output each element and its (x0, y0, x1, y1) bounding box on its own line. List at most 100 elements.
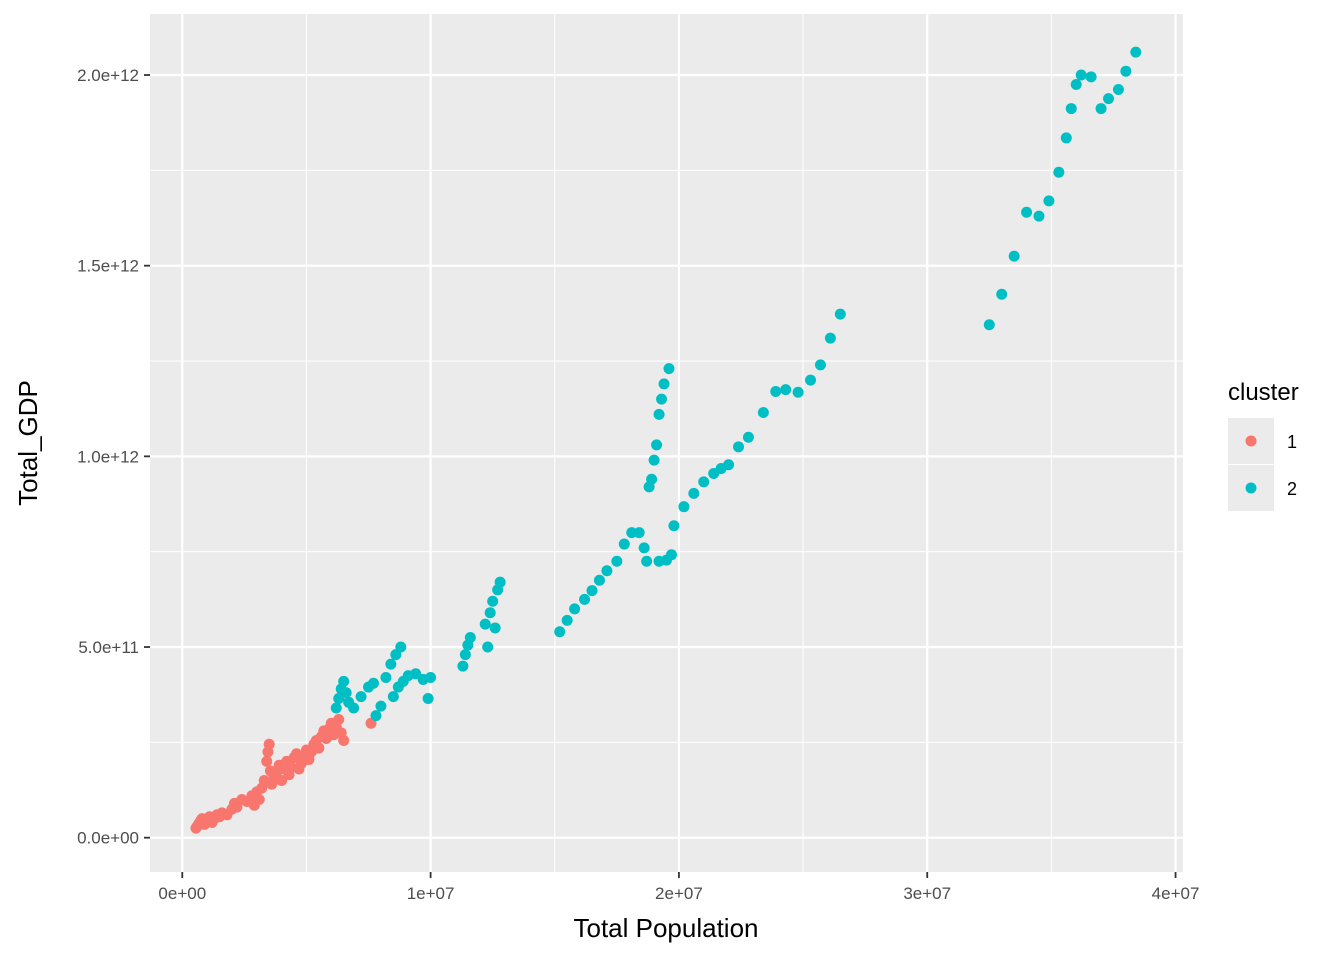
scatter-point-cluster-2 (561, 614, 573, 626)
scatter-point-cluster-2 (457, 660, 469, 672)
scatter-point-cluster-2 (385, 658, 397, 670)
scatter-point-cluster-2 (554, 626, 566, 638)
scatter-point-cluster-2 (641, 555, 653, 567)
scatter-point-cluster-2 (638, 542, 650, 554)
scatter-point-cluster-2 (611, 555, 623, 567)
legend-title: cluster (1228, 379, 1299, 406)
scatter-point-cluster-2 (367, 677, 379, 689)
legend-label-2: 2 (1287, 479, 1297, 499)
scatter-point-cluster-2 (723, 459, 735, 471)
scatter-point-cluster-2 (757, 406, 769, 418)
scatter-point-cluster-2 (792, 386, 804, 398)
data-points (190, 46, 1142, 834)
scatter-point-cluster-2 (1043, 195, 1055, 207)
scatter-point-cluster-2 (678, 501, 690, 513)
x-axis: 0e+00 1e+07 2e+07 3e+07 4e+07 (158, 872, 1199, 903)
scatter-point-cluster-2 (658, 378, 670, 390)
scatter-point-cluster-2 (375, 700, 387, 712)
x-tick-label: 3e+07 (903, 884, 951, 903)
scatter-point-cluster-2 (425, 672, 437, 684)
scatter-point-cluster-2 (579, 593, 591, 605)
scatter-point-cluster-2 (814, 359, 826, 371)
scatter-point-cluster-2 (663, 363, 675, 375)
scatter-point-cluster-2 (1095, 103, 1107, 115)
scatter-point-cluster-2 (1130, 46, 1142, 58)
scatter-point-cluster-2 (333, 692, 345, 704)
x-tick-label: 0e+00 (158, 884, 206, 903)
scatter-point-cluster-2 (586, 585, 598, 597)
y-axis-title: Total_GDP (13, 380, 43, 506)
scatter-point-cluster-2 (1053, 166, 1065, 178)
scatter-point-cluster-2 (601, 565, 613, 577)
scatter-point-cluster-2 (805, 374, 817, 386)
scatter-point-cluster-2 (464, 631, 476, 643)
scatter-point-cluster-2 (484, 607, 496, 619)
scatter-point-cluster-2 (370, 710, 382, 722)
scatter-point-cluster-2 (983, 319, 995, 331)
scatter-point-cluster-2 (340, 687, 352, 699)
scatter-point-cluster-1 (253, 794, 265, 806)
scatter-point-cluster-2 (656, 393, 668, 405)
scatter-point-cluster-2 (1060, 132, 1072, 144)
x-tick-label: 4e+07 (1152, 884, 1200, 903)
scatter-point-cluster-2 (459, 649, 471, 661)
scatter-point-cluster-2 (479, 618, 491, 630)
legend-marker-2 (1245, 482, 1257, 494)
scatter-point-cluster-2 (422, 692, 434, 704)
y-tick-label: 5.0e+11 (78, 638, 139, 657)
plot-panel (150, 14, 1183, 872)
scatter-point-cluster-2 (482, 641, 494, 653)
y-tick-label: 0.0e+00 (77, 829, 139, 848)
scatter-point-cluster-2 (648, 454, 660, 466)
y-tick-label: 1.5e+12 (77, 257, 139, 276)
scatter-point-cluster-2 (348, 702, 360, 714)
x-tick-label: 2e+07 (655, 884, 703, 903)
scatter-point-cluster-2 (1070, 79, 1082, 91)
scatter-point-cluster-2 (834, 308, 846, 320)
scatter-point-cluster-2 (1065, 103, 1077, 115)
scatter-point-cluster-2 (410, 668, 422, 680)
scatter-point-cluster-2 (1120, 65, 1132, 77)
scatter-point-cluster-1 (261, 755, 273, 767)
scatter-point-cluster-2 (733, 441, 745, 453)
scatter-point-cluster-2 (996, 288, 1008, 300)
scatter-point-cluster-1 (276, 774, 288, 786)
scatter-point-cluster-2 (1085, 71, 1097, 83)
scatter-point-cluster-2 (742, 431, 754, 443)
scatter-point-cluster-1 (263, 738, 275, 750)
scatter-point-cluster-2 (824, 332, 836, 344)
scatter-point-cluster-2 (1008, 250, 1020, 262)
scatter-point-cluster-2 (668, 520, 680, 532)
x-axis-title: Total Population (573, 913, 758, 943)
scatter-point-cluster-2 (653, 408, 665, 420)
scatter-point-cluster-2 (1021, 206, 1033, 218)
scatter-point-cluster-2 (494, 576, 506, 588)
scatter-point-cluster-2 (688, 487, 700, 499)
scatter-point-cluster-2 (1075, 69, 1087, 81)
grid-major (150, 14, 1183, 872)
scatter-point-cluster-2 (593, 574, 605, 586)
scatter-point-cluster-2 (770, 386, 782, 398)
x-tick-label: 1e+07 (407, 884, 455, 903)
scatter-point-cluster-2 (489, 622, 501, 634)
grid-minor (150, 14, 1183, 872)
scatter-point-cluster-2 (1112, 84, 1124, 96)
scatter-point-cluster-2 (1033, 210, 1045, 222)
y-axis: 0.0e+00 5.0e+11 1.0e+12 1.5e+12 2.0e+12 (77, 66, 150, 848)
scatter-point-cluster-2 (1103, 93, 1115, 105)
scatter-point-cluster-2 (355, 691, 367, 703)
scatter-point-cluster-2 (380, 672, 392, 684)
scatter-point-cluster-2 (780, 384, 792, 396)
scatter-point-cluster-2 (569, 603, 581, 615)
scatter-point-cluster-2 (651, 439, 663, 451)
scatter-point-cluster-2 (646, 473, 658, 485)
y-tick-label: 2.0e+12 (77, 66, 139, 85)
scatter-point-cluster-1 (313, 742, 325, 754)
scatter-point-cluster-2 (387, 691, 399, 703)
scatter-point-cluster-1 (338, 734, 350, 746)
scatter-point-cluster-2 (633, 527, 645, 539)
scatter-point-cluster-2 (698, 476, 710, 488)
scatter-point-cluster-1 (333, 713, 345, 725)
scatter-point-cluster-2 (665, 549, 677, 561)
